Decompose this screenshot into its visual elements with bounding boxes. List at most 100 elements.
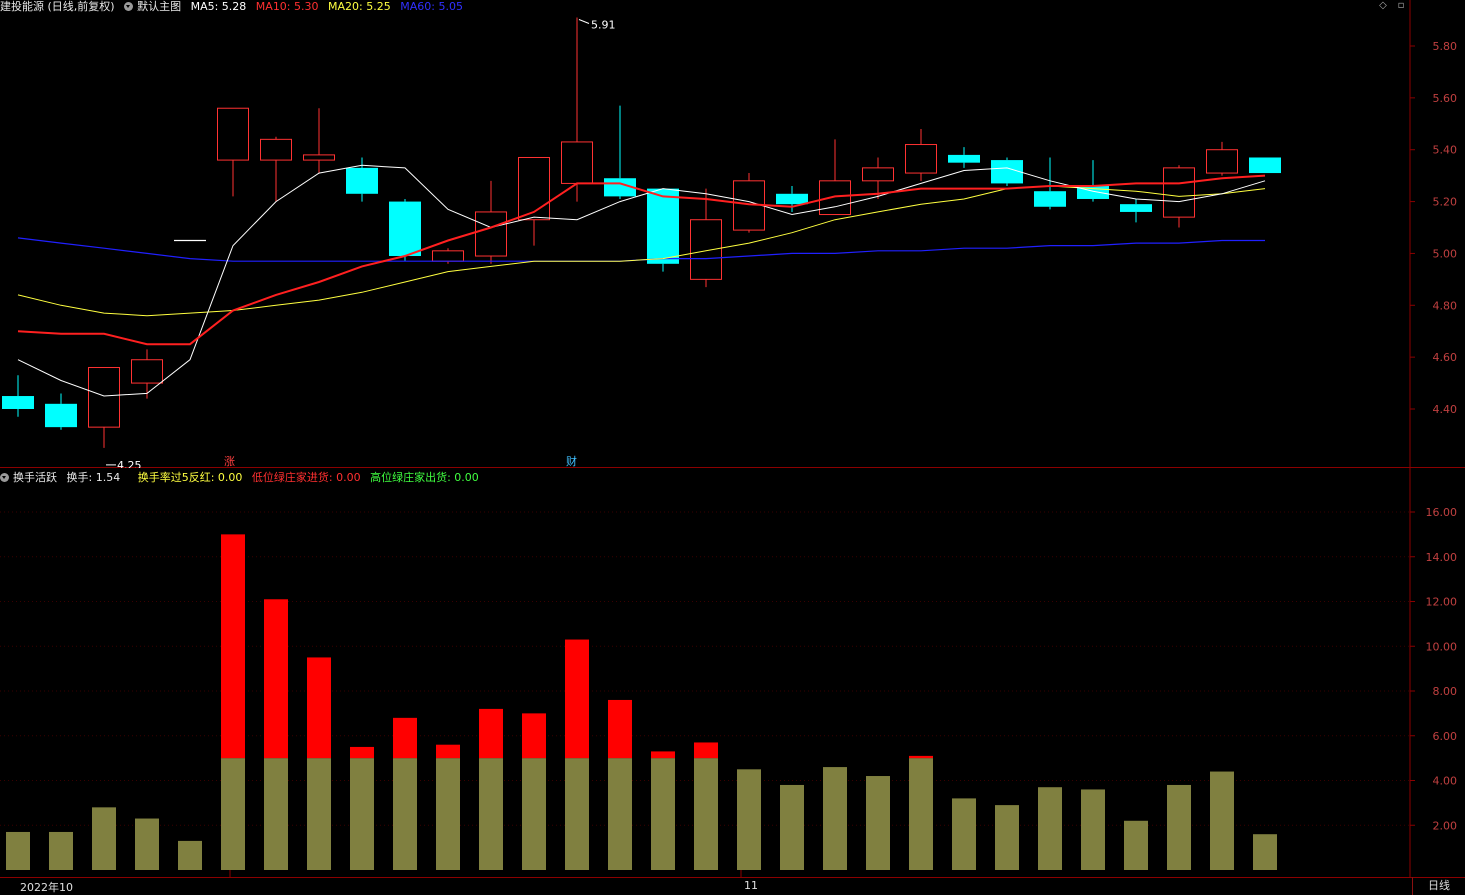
candle — [1077, 160, 1109, 202]
candle-body — [2, 396, 34, 409]
turnover-bar-over — [651, 751, 675, 759]
turnover-bar-over — [909, 755, 933, 759]
turnover-bar-over — [393, 717, 417, 759]
candle — [647, 188, 679, 272]
candle-body — [819, 180, 851, 216]
price-chart[interactable]: 5.80 5.60 5.40 5.20 5.00 4.80 4.60 4.40 5.91 4.25… — [0, 0, 1465, 468]
candle-body — [45, 403, 77, 428]
candle — [475, 180, 507, 264]
turnover-tick-label: 16.00 — [1426, 506, 1458, 519]
template-name[interactable]: 默认主图 — [137, 0, 182, 13]
price-tick-label: 4.80 — [1433, 299, 1458, 312]
candle — [819, 139, 851, 216]
turnover-bar-base — [608, 758, 632, 870]
candle — [2, 375, 34, 417]
candle-body — [776, 193, 808, 205]
turnover-bar — [737, 769, 761, 870]
turnover-bar — [49, 831, 73, 870]
turnover-bar-base — [866, 776, 890, 870]
indicator-name[interactable]: 换手活跃 — [13, 471, 57, 484]
date-axis-label: 2022年10 — [20, 881, 73, 894]
ma60-line — [17, 237, 1265, 262]
candle-body — [303, 154, 335, 161]
turnover-bar — [135, 818, 159, 870]
candle — [389, 198, 421, 262]
turnover-tick-label: 10.00 — [1426, 640, 1458, 653]
square-icon[interactable]: ▫ — [1397, 0, 1405, 11]
candle — [948, 147, 980, 168]
turnover-tick-label: 8.00 — [1433, 685, 1458, 698]
turnover-bar-over — [264, 599, 288, 759]
turnover-bar — [436, 744, 460, 870]
price-tick-label: 5.20 — [1433, 196, 1458, 209]
candle-body — [432, 250, 464, 262]
candle — [303, 108, 335, 174]
turnover-bar — [1081, 789, 1105, 870]
candle — [45, 393, 77, 430]
dropdown-icon[interactable] — [0, 473, 9, 482]
candle-body — [948, 154, 980, 163]
period-tab-daily[interactable]: 日线 — [1412, 877, 1465, 895]
turnover-bar-base — [1210, 771, 1234, 870]
low-price-label: 4.25 — [117, 459, 142, 468]
candle-body — [346, 167, 378, 194]
turnover-bar-over — [350, 746, 374, 759]
price-tick-label: 5.00 — [1433, 247, 1458, 260]
price-chart-header: 建投能源 (日线,前复权) 默认主图 MA5: 5.28 MA10: 5.30 … — [0, 0, 469, 14]
candle — [131, 349, 163, 399]
turnover-value: 换手: 1.54 — [66, 471, 121, 484]
candle — [561, 17, 593, 202]
turnover-bar — [694, 742, 718, 870]
candle-body — [1206, 149, 1238, 174]
rule-low-green: 低位绿庄家进货: 0.00 — [251, 471, 361, 484]
ma20-value: MA20: 5.25 — [328, 0, 391, 13]
turnover-bar-over — [565, 639, 589, 759]
candle-body — [1163, 167, 1195, 218]
turnover-bar — [780, 784, 804, 870]
dropdown-icon[interactable] — [124, 2, 134, 11]
turnover-bar — [1124, 820, 1148, 870]
turnover-bar-base — [694, 758, 718, 870]
turnover-bar — [1253, 834, 1277, 870]
turnover-bar-base — [1038, 787, 1062, 870]
candle — [1120, 198, 1152, 223]
turnover-bar-base — [92, 807, 116, 870]
turnover-bar — [178, 840, 202, 870]
rule-red: 换手率过5反红: 0.00 — [137, 471, 243, 484]
candle — [1163, 165, 1195, 228]
candle-body — [561, 141, 593, 184]
price-tick-label: 4.60 — [1433, 351, 1458, 364]
turnover-bar — [307, 657, 331, 870]
turnover-chart[interactable]: 16.00 14.00 12.00 10.00 8.00 6.00 4.00 2.00 — [0, 468, 1465, 878]
stock-title[interactable]: 建投能源 (日线,前复权) — [0, 0, 115, 13]
turnover-bar — [393, 717, 417, 870]
turnover-bar — [221, 534, 245, 870]
turnover-bar — [479, 708, 503, 870]
diamond-icon[interactable]: ◇ — [1379, 0, 1387, 11]
turnover-tick-label: 6.00 — [1433, 730, 1458, 743]
turnover-bar-base — [909, 758, 933, 870]
turnover-bar-over — [608, 699, 632, 759]
turnover-bar-base — [780, 784, 804, 870]
price-tick-label: 5.80 — [1433, 40, 1458, 53]
turnover-bar — [565, 639, 589, 870]
turnover-bar — [1167, 784, 1191, 870]
turnover-bar — [350, 746, 374, 870]
turnover-bar-base — [737, 769, 761, 870]
candle-body — [690, 219, 722, 280]
turnover-bar-base — [995, 805, 1019, 870]
turnover-bar — [6, 831, 30, 870]
turnover-bar-base — [178, 840, 202, 870]
turnover-tick-label: 4.00 — [1433, 775, 1458, 788]
turnover-bar-base — [522, 758, 546, 870]
date-axis-label: 11 — [744, 879, 758, 892]
ma10-line — [17, 174, 1266, 346]
turnover-bar-over — [522, 713, 546, 759]
turnover-bar-base — [1081, 789, 1105, 870]
turnover-bar-base — [393, 758, 417, 870]
candle — [776, 186, 808, 212]
turnover-bar-over — [436, 744, 460, 759]
turnover-bar-base — [221, 758, 245, 870]
price-tick-label: 5.40 — [1433, 144, 1458, 157]
candle-body — [647, 188, 679, 264]
